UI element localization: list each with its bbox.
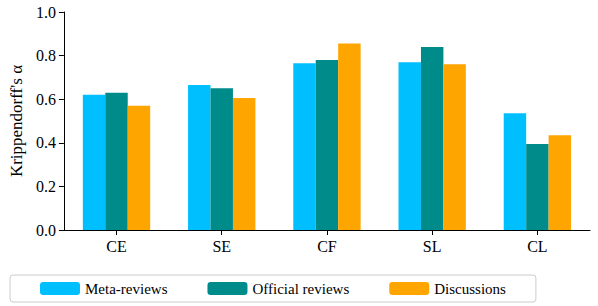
svg-text:Krippendorff's α: Krippendorff's α xyxy=(7,65,26,177)
svg-text:CE: CE xyxy=(106,238,126,255)
svg-text:1.0: 1.0 xyxy=(36,4,56,21)
svg-text:Meta-reviews: Meta-reviews xyxy=(85,281,168,297)
svg-text:Official reviews: Official reviews xyxy=(252,281,349,297)
svg-text:0.4: 0.4 xyxy=(36,134,56,151)
svg-text:0.0: 0.0 xyxy=(36,222,56,239)
svg-text:Discussions: Discussions xyxy=(434,281,506,297)
svg-text:SL: SL xyxy=(423,238,442,255)
svg-text:SE: SE xyxy=(212,238,231,255)
svg-text:0.6: 0.6 xyxy=(36,91,56,108)
svg-text:0.8: 0.8 xyxy=(36,47,56,64)
svg-text:0.2: 0.2 xyxy=(36,178,56,195)
svg-text:CL: CL xyxy=(527,238,547,255)
svg-text:CF: CF xyxy=(317,238,337,255)
